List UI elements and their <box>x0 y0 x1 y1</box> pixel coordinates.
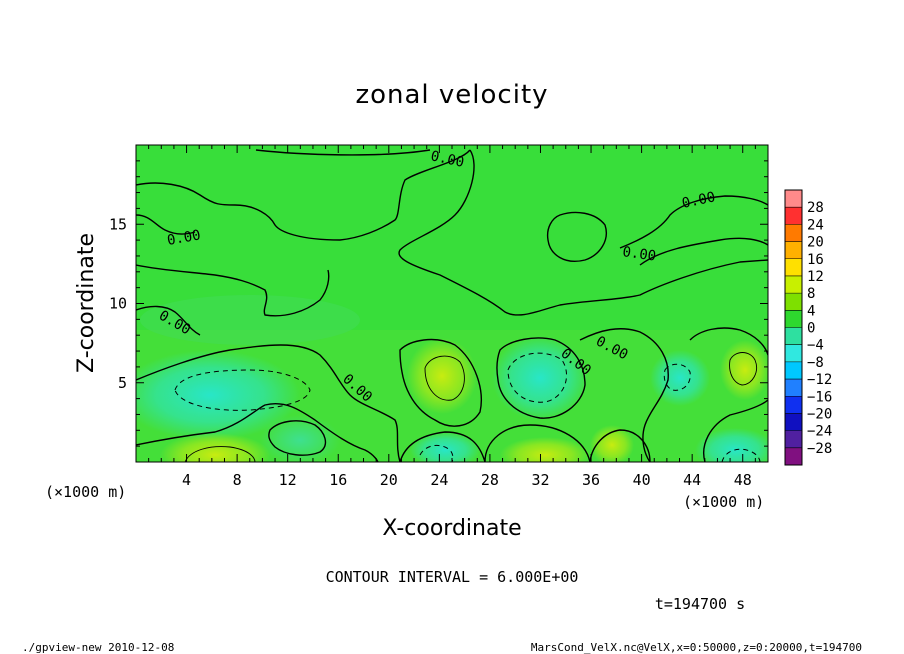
x-axis: 4 8 12 16 20 24 28 32 36 40 44 48 <box>148 145 756 489</box>
footer-right: MarsCond_VelX.nc@VelX,x=0:50000,z=0:2000… <box>531 641 862 654</box>
colorbar-swatch <box>785 293 802 311</box>
contour-label: 0.00 <box>621 244 657 265</box>
y-tick-label: 5 <box>118 374 127 392</box>
x-tick-label: 24 <box>430 471 448 489</box>
y-tick-label: 15 <box>109 215 127 233</box>
anomaly-negative <box>410 432 480 462</box>
x-tick-label: 36 <box>582 471 600 489</box>
x-tick-label: 8 <box>233 471 242 489</box>
x-axis-label: X-coordinate <box>382 516 521 541</box>
colorbar-label: −16 <box>807 389 832 405</box>
colorbar-swatch <box>785 396 802 414</box>
colorbar-label: 24 <box>807 217 824 233</box>
anomaly-negative <box>136 350 300 440</box>
colorbar-swatch <box>785 241 802 259</box>
colorbar-label: 16 <box>807 252 824 268</box>
colorbar-swatch <box>785 207 802 225</box>
contour-label: 0.00 <box>166 227 202 249</box>
plot-area: 0.00 0.00 0.00 0.00 0.00 0.00 0.00 0.00 <box>136 145 768 462</box>
x-tick-label: 48 <box>734 471 752 489</box>
x-tick-label: 32 <box>531 471 549 489</box>
colorbar-swatch <box>785 430 802 448</box>
x-tick-label: 44 <box>683 471 701 489</box>
x-tick-label: 16 <box>329 471 347 489</box>
y-axis-label: Z-coordinate <box>74 233 99 373</box>
colorbar-swatch <box>785 258 802 276</box>
colorbar-swatch <box>785 379 802 397</box>
anomaly-positive <box>590 425 634 462</box>
anomaly-positive <box>500 437 590 462</box>
contour-label: 0.00 <box>681 189 717 212</box>
zero-contours <box>136 149 768 462</box>
colorbar-swatch <box>785 447 802 465</box>
y-axis: 5 10 15 <box>109 160 768 447</box>
colorbar-swatch <box>785 310 802 328</box>
colorbar-swatch <box>785 344 802 362</box>
footer-left: ./gpview-new 2010-12-08 <box>22 641 174 654</box>
colorbar-label: −24 <box>807 424 832 440</box>
x-tick-label: 4 <box>182 471 191 489</box>
colorbar-label: 12 <box>807 269 824 285</box>
anomaly-positive <box>160 433 270 462</box>
colorbar-swatch <box>785 275 802 294</box>
colorbar-swatch <box>785 224 802 242</box>
colorbar-label: 8 <box>807 286 815 302</box>
y-tick-label: 10 <box>109 295 127 313</box>
colorbar-swatch <box>785 327 802 345</box>
x-tick-label: 20 <box>380 471 398 489</box>
anomaly-negative <box>492 336 588 420</box>
chart-title: zonal velocity <box>355 80 548 110</box>
colorbar-swatch <box>785 361 802 380</box>
colorbar-label: −4 <box>807 338 824 354</box>
anomaly-positive <box>720 340 768 400</box>
x-unit-left: (×1000 m) <box>45 483 126 501</box>
negative-contours <box>174 352 761 462</box>
colorbar-swatch <box>785 190 802 208</box>
colorbar-label: 28 <box>807 200 824 216</box>
contour-label: 0.00 <box>429 148 465 171</box>
x-tick-label: 28 <box>481 471 499 489</box>
anomaly-negative <box>650 350 710 406</box>
positive-contours <box>184 352 757 462</box>
colorbar-label: 4 <box>807 303 815 319</box>
colorbar-label: −12 <box>807 372 832 388</box>
colorbar-swatch <box>785 413 802 431</box>
colorbar-label: −8 <box>807 355 824 371</box>
colorbar-label: 20 <box>807 235 824 251</box>
time-stamp: t=194700 s <box>655 595 745 613</box>
colorbar-label: 0 <box>807 321 815 337</box>
x-tick-label: 12 <box>279 471 297 489</box>
colorbar-label: −20 <box>807 406 832 422</box>
anomaly-positive <box>407 338 477 414</box>
x-tick-label: 40 <box>633 471 651 489</box>
x-unit-right: (×1000 m) <box>683 493 764 511</box>
colorbar-label: −28 <box>807 441 832 457</box>
anomaly-negative <box>260 415 340 462</box>
anomaly-negative <box>695 428 768 462</box>
contour-interval: CONTOUR INTERVAL = 6.000E+00 <box>326 568 579 586</box>
